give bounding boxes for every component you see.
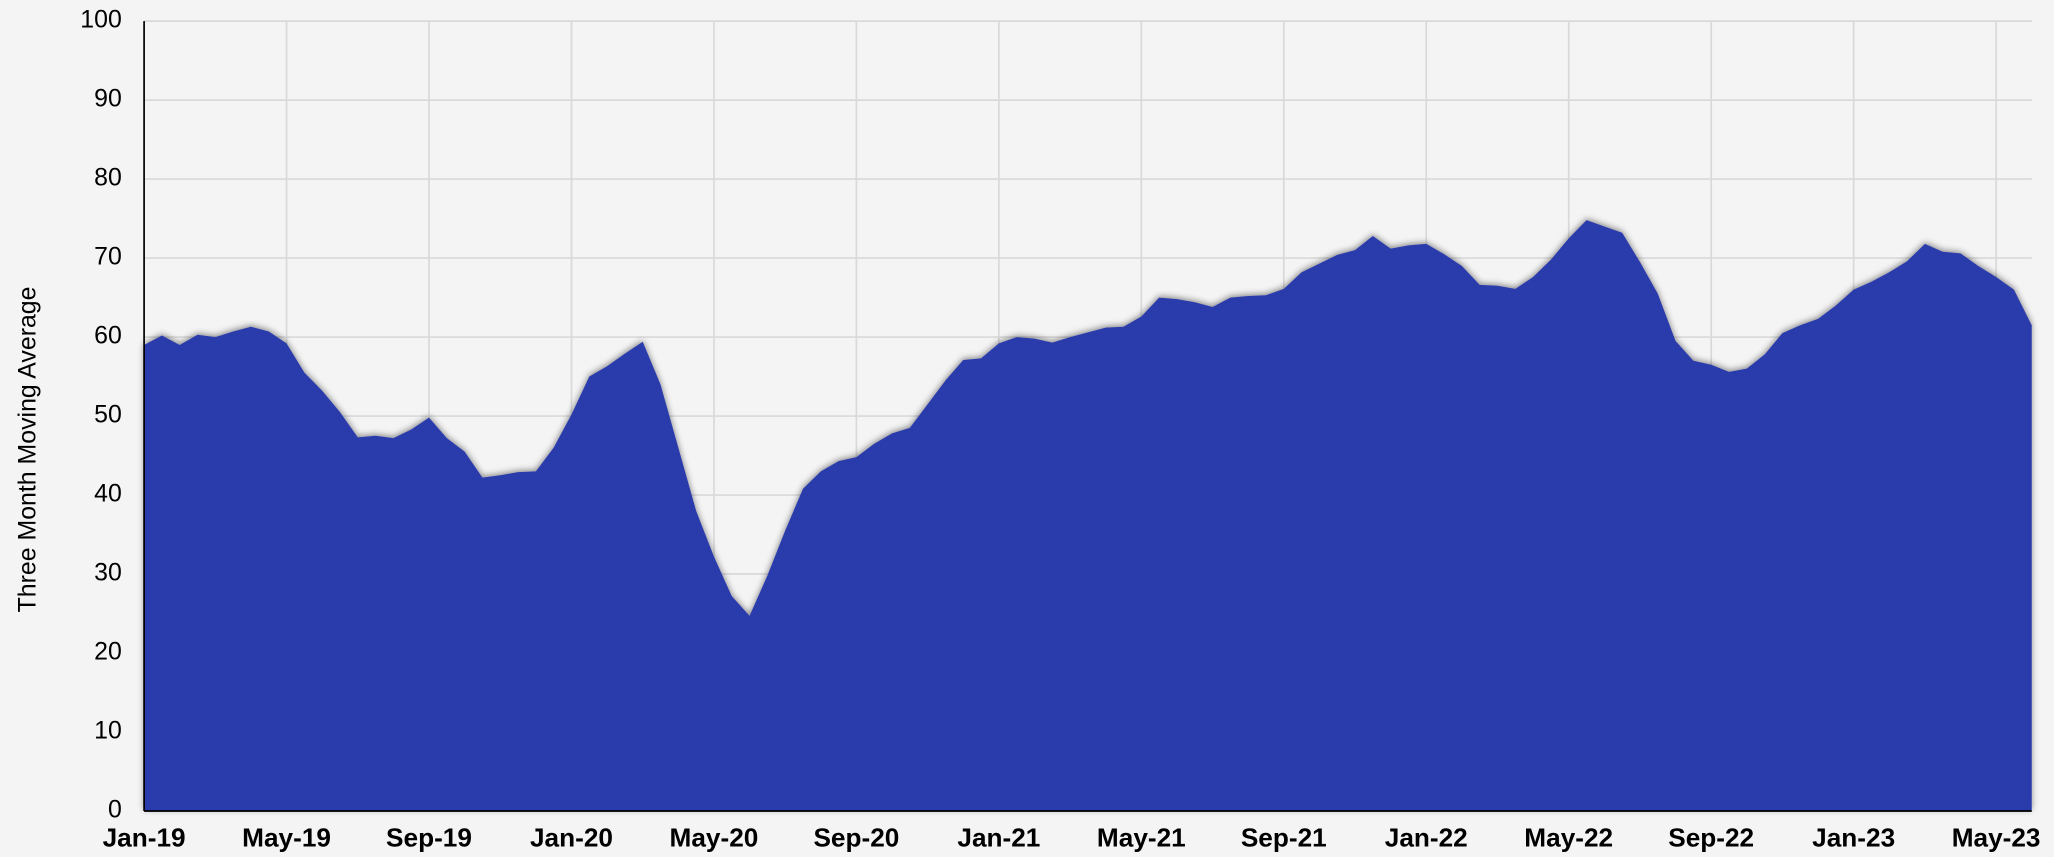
x-tick-label: May-23 bbox=[1952, 823, 2041, 853]
area bbox=[144, 220, 2032, 812]
x-tick-label: Jan-20 bbox=[530, 823, 613, 853]
x-tick-label: Sep-20 bbox=[813, 823, 899, 853]
y-tick-label: 50 bbox=[94, 401, 122, 429]
x-tick-label: May-22 bbox=[1524, 823, 1613, 853]
y-tick-label: 100 bbox=[80, 6, 122, 34]
y-tick-label: 40 bbox=[94, 480, 122, 508]
x-tick-label: Jan-21 bbox=[957, 823, 1040, 853]
y-tick-label: 0 bbox=[108, 796, 122, 824]
x-tick-label: May-20 bbox=[670, 823, 759, 853]
x-tick-label: Jan-19 bbox=[103, 823, 186, 853]
y-tick-label: 20 bbox=[94, 638, 122, 666]
x-tick-label: Sep-19 bbox=[386, 823, 472, 853]
y-axis-title: Three Month Moving Average bbox=[13, 287, 41, 613]
y-tick-label: 60 bbox=[94, 322, 122, 350]
y-tick-label: 80 bbox=[94, 164, 122, 192]
y-tick-label: 10 bbox=[94, 717, 122, 745]
x-tick-label: May-21 bbox=[1097, 823, 1186, 853]
x-tick-label: Jan-22 bbox=[1385, 823, 1468, 853]
y-tick-label: 30 bbox=[94, 559, 122, 587]
x-tick-label: Sep-21 bbox=[1241, 823, 1327, 853]
x-tick-label: Jan-23 bbox=[1812, 823, 1895, 853]
x-tick-label: Sep-22 bbox=[1668, 823, 1754, 853]
y-tick-label: 90 bbox=[94, 85, 122, 113]
y-tick-label: 70 bbox=[94, 243, 122, 271]
x-tick-label: May-19 bbox=[242, 823, 331, 853]
